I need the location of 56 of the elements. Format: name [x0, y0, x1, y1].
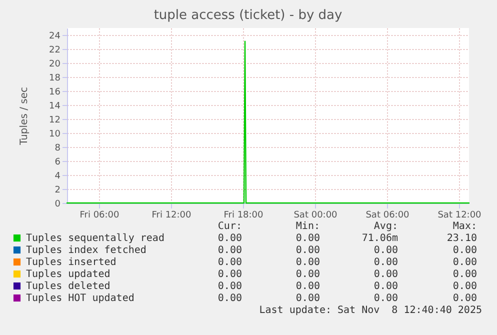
- y-tick-label: 20: [49, 60, 61, 70]
- x-tick-label: Fri 12:00: [152, 210, 192, 220]
- text: 0.00: [296, 281, 320, 293]
- text: 23.10: [446, 233, 477, 245]
- text: 0.00: [452, 245, 477, 257]
- text: 0.00: [296, 257, 320, 269]
- text: 0.00: [296, 293, 320, 305]
- text: 0.00: [296, 269, 320, 281]
- text: 0.00: [218, 293, 242, 305]
- x-tick-label: Fri 06:00: [80, 210, 120, 220]
- x-tick-label: Sat 06:00: [366, 210, 410, 220]
- y-tick-label: 6: [54, 158, 61, 168]
- text: 0.00: [296, 245, 320, 257]
- text: Min:: [296, 221, 320, 233]
- y-tick-label: 0: [54, 200, 61, 210]
- legend-label: Tuples deleted: [26, 281, 110, 292]
- legend-label: Tuples inserted: [26, 257, 116, 268]
- text: 0.00: [218, 257, 242, 269]
- text: 0.00: [374, 257, 398, 269]
- text: 0.00: [374, 269, 398, 281]
- y-tick-label: 8: [54, 144, 61, 154]
- legend-label: Tuples index fetched: [26, 245, 146, 256]
- y-tick-label: 12: [49, 116, 60, 126]
- x-tick-label: Sat 12:00: [438, 210, 482, 220]
- legend-label: Tuples sequentally read: [26, 233, 164, 244]
- text: 0.00: [218, 281, 242, 293]
- text: 0.00: [218, 269, 242, 281]
- text: Cur:: [218, 221, 242, 233]
- text: 0.00: [452, 269, 477, 281]
- y-tick-label: 22: [49, 46, 60, 56]
- y-tick-label: 24: [49, 32, 61, 42]
- text: Last update: Sat Nov 8 12:40:40 2025: [259, 305, 482, 317]
- text: 0.00: [374, 293, 398, 305]
- x-tick-label: Sat 00:00: [294, 210, 338, 220]
- y-tick-label: 14: [49, 102, 61, 112]
- y-tick-label: 16: [49, 88, 61, 98]
- x-tick-label: Fri 18:00: [224, 210, 264, 220]
- text: 0.00: [218, 233, 242, 245]
- text: 0.00: [452, 281, 477, 293]
- text: 71.06m: [362, 233, 398, 245]
- legend-label: Tuples HOT updated: [26, 293, 134, 304]
- y-axis-title: Tuples / sec: [19, 86, 30, 146]
- text: 0.00: [218, 245, 242, 257]
- chart-title: tuple access (ticket) - by day: [154, 8, 342, 23]
- text: 0.00: [452, 257, 477, 269]
- text: Avg:: [374, 221, 398, 233]
- text: 0.00: [452, 293, 477, 305]
- y-tick-label: 4: [54, 172, 61, 182]
- y-tick-label: 18: [49, 74, 61, 84]
- y-tick-label: 10: [49, 130, 61, 140]
- text: 0.00: [296, 233, 320, 245]
- legend-label: Tuples updated: [26, 269, 110, 280]
- text: Max:: [452, 221, 477, 233]
- text: 0.00: [374, 245, 398, 257]
- text: 0.00: [374, 281, 398, 293]
- y-tick-label: 2: [54, 186, 60, 196]
